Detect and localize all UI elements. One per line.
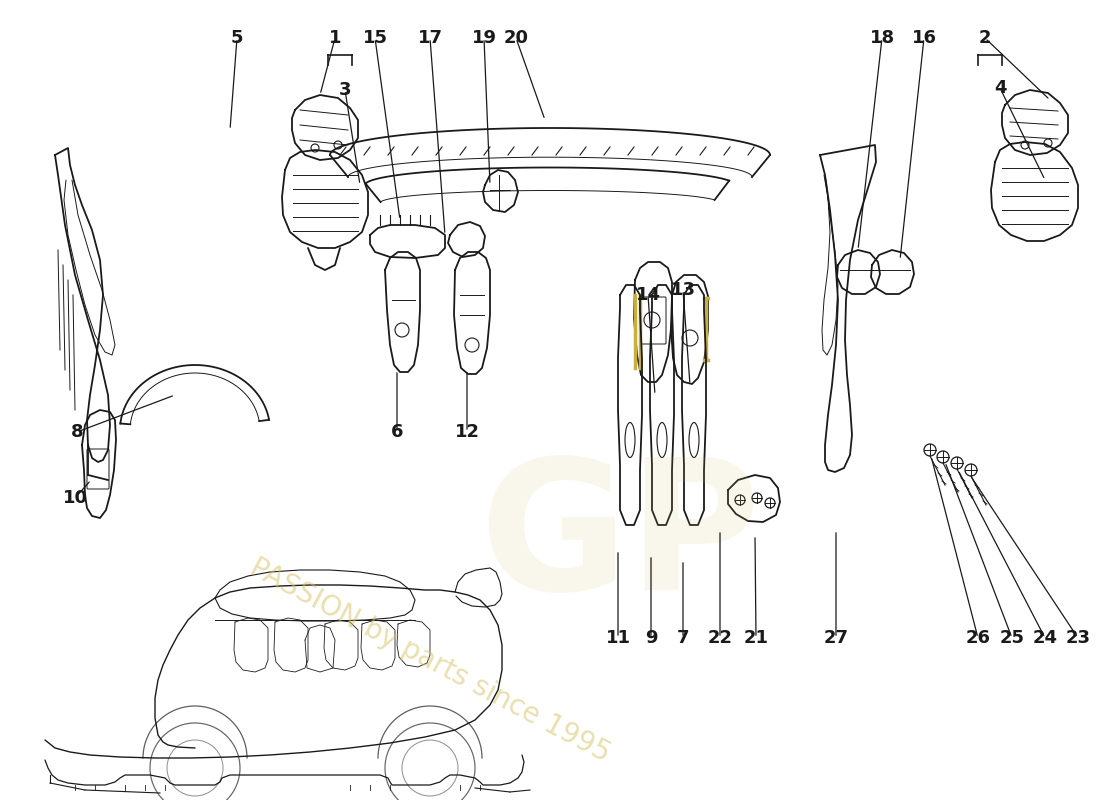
Text: 13: 13 [671,281,695,299]
Text: 10: 10 [63,489,88,507]
Text: 9: 9 [645,629,658,647]
Text: 19: 19 [472,29,496,47]
Text: 22: 22 [707,629,733,647]
Text: 20: 20 [504,29,528,47]
Text: 7: 7 [676,629,690,647]
Text: 18: 18 [869,29,894,47]
Text: 26: 26 [966,629,990,647]
Text: 3: 3 [339,81,351,99]
Text: 24: 24 [1033,629,1057,647]
Text: 16: 16 [912,29,936,47]
Text: 2: 2 [979,29,991,47]
Text: 27: 27 [824,629,848,647]
Text: 5: 5 [231,29,243,47]
Text: 21: 21 [744,629,769,647]
Text: 11: 11 [605,629,630,647]
Text: 17: 17 [418,29,442,47]
Text: GP: GP [480,452,760,628]
Text: 8: 8 [70,423,84,441]
Text: 14: 14 [636,286,660,304]
Text: 15: 15 [363,29,387,47]
Text: 1: 1 [329,29,341,47]
Text: 4: 4 [993,79,1007,97]
Text: 25: 25 [1000,629,1024,647]
Text: 23: 23 [1066,629,1090,647]
Text: 6: 6 [390,423,404,441]
Text: 12: 12 [454,423,480,441]
Text: PASSION by parts since 1995: PASSION by parts since 1995 [245,553,615,767]
